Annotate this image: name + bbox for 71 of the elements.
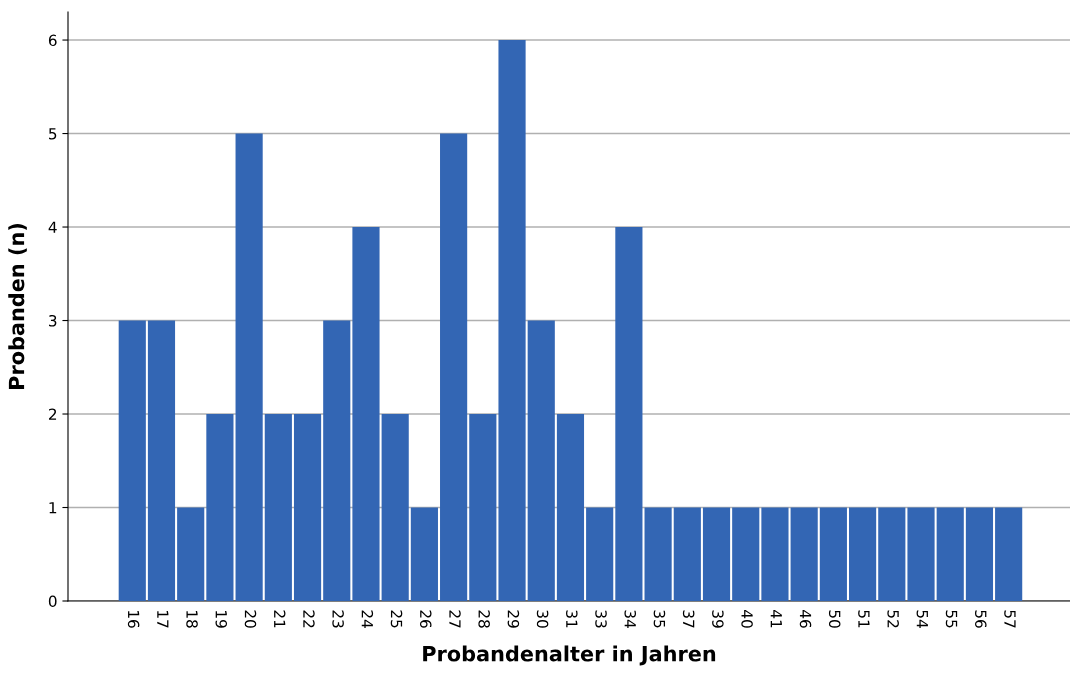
bar [323,320,351,601]
bar [644,507,672,601]
x-tick-label: 46 [799,610,812,628]
bar [673,507,701,601]
x-tick-label: 18 [186,611,198,628]
x-tick-label: 33 [595,610,607,628]
y-tick-label: 1 [49,502,57,514]
bar [849,507,877,601]
bar [965,507,994,601]
x-tick-label: 21 [274,610,286,628]
bar [907,507,935,601]
x-tick-label: 57 [1004,610,1016,628]
bar [264,414,292,601]
x-axis-title: Probandenalter in Jahren [423,645,716,666]
x-tick-label: 55 [945,610,958,628]
x-tick-label: 52 [887,610,899,628]
x-tick-label: 50 [828,610,841,628]
bar [819,507,847,601]
y-tick-label: 2 [48,408,57,420]
x-tick-label: 23 [332,610,344,628]
x-tick-label: 54 [916,610,928,628]
x-tick-label: 37 [682,610,695,628]
x-tick-label: 16 [127,611,140,628]
x-tick-label: 56 [975,610,987,628]
x-tick-label: 51 [858,610,870,628]
x-tick-label: 31 [566,610,578,628]
bar [790,507,818,601]
x-tick-label: 17 [157,611,169,628]
bar [995,507,1023,601]
x-tick-label: 30 [536,610,549,628]
x-tick-label: 39 [712,610,724,628]
bar [761,507,789,601]
bar [147,320,176,601]
x-tick-label: 19 [215,611,228,628]
y-tick-label: 6 [48,34,57,47]
bar [235,133,263,601]
bar [702,507,731,601]
x-tick-label: 28 [478,610,490,628]
x-tick-label: 22 [303,610,315,628]
bar [440,133,468,601]
bar [878,507,906,601]
bar [586,507,614,601]
x-tick-label: 20 [244,610,257,628]
x-tick-label: 41 [770,610,782,628]
y-tick-label: 5 [49,128,57,140]
x-tick-label: 34 [624,610,637,628]
bar [293,414,322,601]
x-tick-label: 29 [507,610,520,628]
bar [527,320,555,601]
bar [732,507,760,601]
bar [352,227,380,601]
bar [206,414,234,601]
bar [177,507,205,601]
x-tick-label: 35 [653,610,666,628]
bar [381,414,409,601]
x-tick-label: 27 [449,610,461,628]
x-tick-label: 26 [419,610,432,628]
bar [410,507,438,601]
bar [556,414,585,601]
x-tick-label: 40 [741,610,753,628]
bar [498,40,526,601]
x-tick-label: 25 [390,610,403,628]
y-tick-label: 4 [48,221,57,233]
bar [936,507,964,601]
bar [615,227,643,601]
bar [469,414,497,601]
bar [118,320,146,601]
y-axis-title: Probanden (n) [8,223,27,389]
x-tick-label: 24 [361,610,374,628]
y-tick-label: 3 [49,314,57,327]
y-tick-label: 0 [48,595,57,608]
